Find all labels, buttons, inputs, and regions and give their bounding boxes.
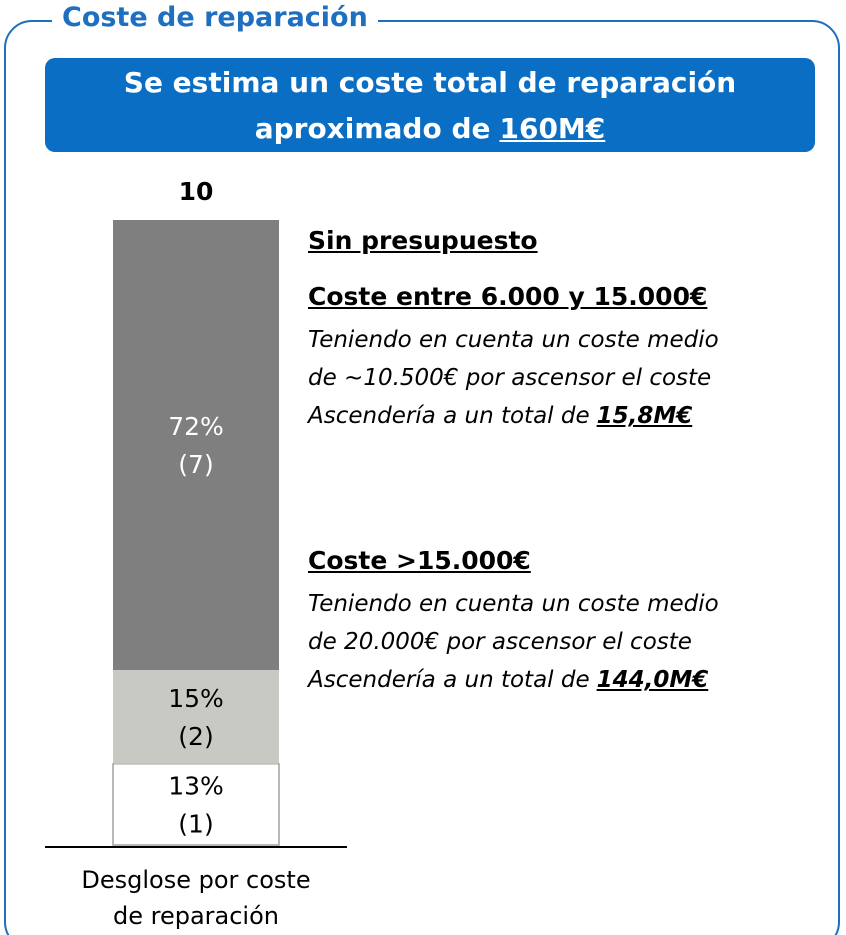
annotation-line: de ~10.500€ por ascensor el coste: [308, 365, 712, 391]
annotation-line: Ascendería a un total de 144,0M€: [308, 667, 709, 693]
annotation-line: de 20.000€ por ascensor el coste: [308, 629, 692, 655]
value-label: 15%: [168, 684, 224, 713]
total-label: 10: [179, 177, 214, 206]
count-label: (1): [178, 809, 213, 838]
bar-segment: [113, 220, 279, 670]
annotation-heading: Coste >15.000€: [308, 546, 531, 575]
bar-segment: [113, 670, 279, 764]
banner-text: aproximado de: [254, 112, 491, 145]
x-tick-label: Desglose por coste de reparación: [81, 866, 311, 930]
panel-frame: [4, 20, 840, 935]
annotation-line: Teniendo en cuenta un coste medio: [308, 327, 719, 353]
annotation: Coste >15.000€ Teniendo en cuenta un cost…: [308, 546, 828, 699]
banner-highlight: 160M€: [499, 112, 606, 145]
annotation-highlight: 15,8M€: [596, 403, 693, 429]
annotation-highlight: 144,0M€: [596, 667, 709, 693]
value-label: 13%: [168, 771, 224, 800]
annotation-line: Teniendo en cuenta un coste medio: [308, 591, 719, 617]
annotation: Sin presupuesto: [308, 226, 828, 265]
banner: Se estima un coste total de reparación a…: [45, 58, 815, 152]
banner-line: Se estima un coste total de reparación: [123, 66, 737, 99]
annotation-heading: Coste entre 6.000 y 15.000€: [308, 282, 708, 311]
panel-title: Coste de reparación: [52, 2, 378, 33]
banner-line: aproximado de 160M€: [45, 106, 815, 152]
annotation-line: Ascendería a un total de 15,8M€: [308, 403, 693, 429]
value-label: 72%: [168, 412, 224, 441]
annotation-heading: Sin presupuesto: [308, 226, 538, 255]
count-label: (2): [178, 722, 213, 751]
annotation: Coste entre 6.000 y 15.000€ Teniendo en c…: [308, 282, 828, 435]
count-label: (7): [178, 450, 213, 479]
